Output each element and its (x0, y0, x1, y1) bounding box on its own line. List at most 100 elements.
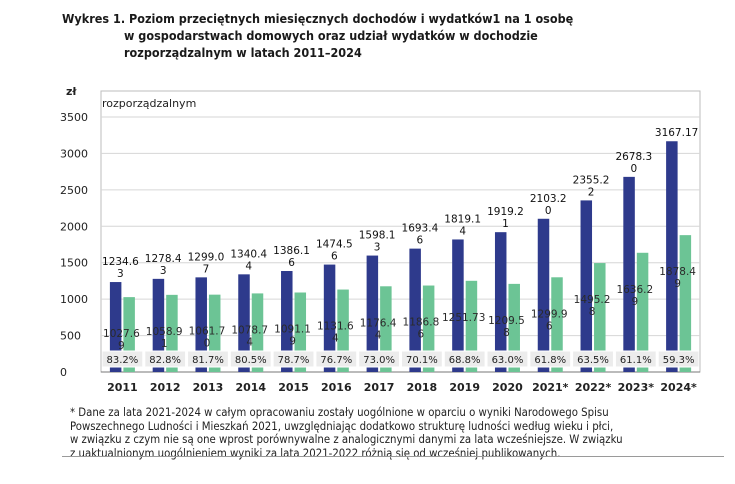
footnote-line-2: Powszechnego Ludności i Mieszkań 2021, u… (70, 419, 614, 433)
y-tick-label: 500 (60, 330, 81, 343)
ratio-box (144, 350, 187, 368)
ratio-label: 61.1% (620, 355, 652, 366)
income-data-label: 1234.6 (102, 256, 139, 268)
bar-expenses (551, 277, 563, 372)
bar-expenses (166, 294, 178, 372)
y-tick-label: 0 (60, 366, 67, 379)
x-tick-label: 2015 (278, 381, 309, 394)
ratio-box (358, 350, 401, 368)
ratio-box (272, 350, 315, 368)
income-data-label: 1474.5 (316, 239, 353, 251)
x-tick-label: 2018 (407, 381, 438, 394)
expense-data-label: 9 (631, 296, 638, 308)
footnote-line-1: * Dane za lata 2021-2024 w całym opracow… (70, 406, 609, 419)
income-data-label: 6 (288, 257, 295, 269)
expense-data-label: 1078.7 (231, 324, 268, 336)
ratio-label: 70.1% (406, 355, 438, 366)
expense-data-label: 1131.6 (317, 321, 354, 333)
bar-expenses (251, 293, 264, 372)
bar-expenses (465, 280, 478, 372)
expense-data-label: 8 (503, 327, 510, 339)
ratio-box (187, 350, 229, 368)
ratio-box (401, 350, 443, 368)
bar-expenses (294, 292, 307, 372)
bar-expenses (508, 283, 520, 372)
x-tick-label: 2017 (364, 381, 395, 394)
y-tick-label: 2000 (60, 220, 88, 233)
title-line-1: Wykres 1. Poziom przeciętnych miesięczny… (62, 11, 574, 26)
expense-data-label: 9 (289, 335, 296, 347)
income-data-label: 3 (374, 242, 381, 254)
expense-data-label: 0 (204, 338, 211, 350)
y-tick-label: 3000 (60, 147, 88, 160)
bar-expenses (380, 286, 392, 372)
income-data-label: 1819.1 (444, 213, 481, 225)
expense-data-label: 1636.2 (616, 284, 653, 296)
x-tick-label: 2013 (193, 381, 224, 394)
expense-data-label: 1251.73 (442, 312, 485, 324)
ratio-label: 63.5% (577, 355, 609, 366)
ratio-label: 83.2% (107, 355, 139, 366)
expense-data-label: 9 (674, 278, 681, 290)
ratio-box (657, 350, 700, 368)
income-data-label: 4 (459, 225, 466, 237)
expense-data-label: 1176.4 (360, 317, 397, 329)
ratio-box (443, 350, 486, 368)
income-data-label: 2678.3 (615, 151, 652, 163)
income-data-label: 1598.1 (359, 230, 396, 242)
x-tick-label: 2014 (235, 381, 266, 394)
income-data-label: 0 (545, 205, 552, 217)
bar-expenses (208, 294, 221, 372)
x-tick-label: 2023* (618, 381, 655, 394)
bar-expenses (123, 297, 135, 372)
ratio-label: 61.8% (534, 355, 566, 366)
income-data-label: 3167.17 (655, 127, 698, 139)
expense-data-label: 4 (246, 336, 253, 348)
ratio-label: 81.7% (192, 355, 224, 366)
y-axis-unit: zł (66, 85, 77, 98)
income-expense-chart: 0500100015002000250030003500złrozporządz… (60, 85, 701, 394)
title-line-3: rozporządzalnym w latach 2011–2024 (124, 45, 362, 60)
expense-data-label: 6 (418, 329, 425, 341)
bar-expenses (679, 235, 692, 372)
expense-data-label: 1061.7 (189, 326, 226, 338)
bar-income (452, 239, 464, 372)
expense-data-label: 4 (375, 329, 382, 341)
y-tick-label: 3500 (60, 111, 88, 124)
y-tick-label: 1000 (60, 293, 88, 306)
ratio-label: 82.8% (149, 355, 181, 366)
chart-title: Wykres 1. Poziom przeciętnych miesięczny… (62, 10, 662, 61)
expense-data-label: 1027.6 (103, 328, 140, 340)
expense-data-label: 1878.4 (659, 266, 696, 278)
ratio-label: 59.3% (663, 355, 695, 366)
expense-data-label: 1 (161, 338, 168, 350)
income-data-label: 1 (502, 218, 509, 230)
bar-income (281, 271, 293, 372)
bar-income (623, 176, 635, 372)
income-data-label: 1278.4 (145, 253, 182, 265)
income-data-label: 0 (630, 163, 637, 175)
bar-expenses (594, 263, 606, 372)
x-tick-label: 2011 (107, 381, 138, 394)
expense-data-label: 1209.5 (488, 315, 525, 327)
income-data-label: 1919.2 (487, 206, 524, 218)
expense-data-label: 1091.1 (274, 323, 311, 335)
ratio-box (229, 350, 272, 368)
ratio-box (486, 350, 529, 368)
income-data-label: 2103.2 (530, 193, 567, 205)
y-tick-label: 1500 (60, 257, 88, 270)
income-data-label: 1340.4 (230, 248, 267, 260)
bar-income (366, 255, 379, 372)
income-data-label: 6 (417, 235, 424, 247)
bar-income (537, 218, 550, 372)
x-tick-label: 2022* (575, 381, 612, 394)
expense-data-label: 1495.2 (574, 294, 611, 306)
x-tick-label: 2024* (660, 381, 697, 394)
bar-income (323, 264, 336, 372)
x-tick-label: 2012 (150, 381, 181, 394)
income-data-label: 1693.4 (402, 223, 439, 235)
ratio-label: 68.8% (449, 355, 481, 366)
bar-income (666, 141, 678, 372)
ratio-box (101, 350, 144, 368)
expense-data-label: 1299.9 (531, 308, 568, 320)
